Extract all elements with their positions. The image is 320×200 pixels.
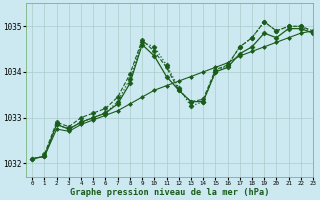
X-axis label: Graphe pression niveau de la mer (hPa): Graphe pression niveau de la mer (hPa) [70,188,269,197]
